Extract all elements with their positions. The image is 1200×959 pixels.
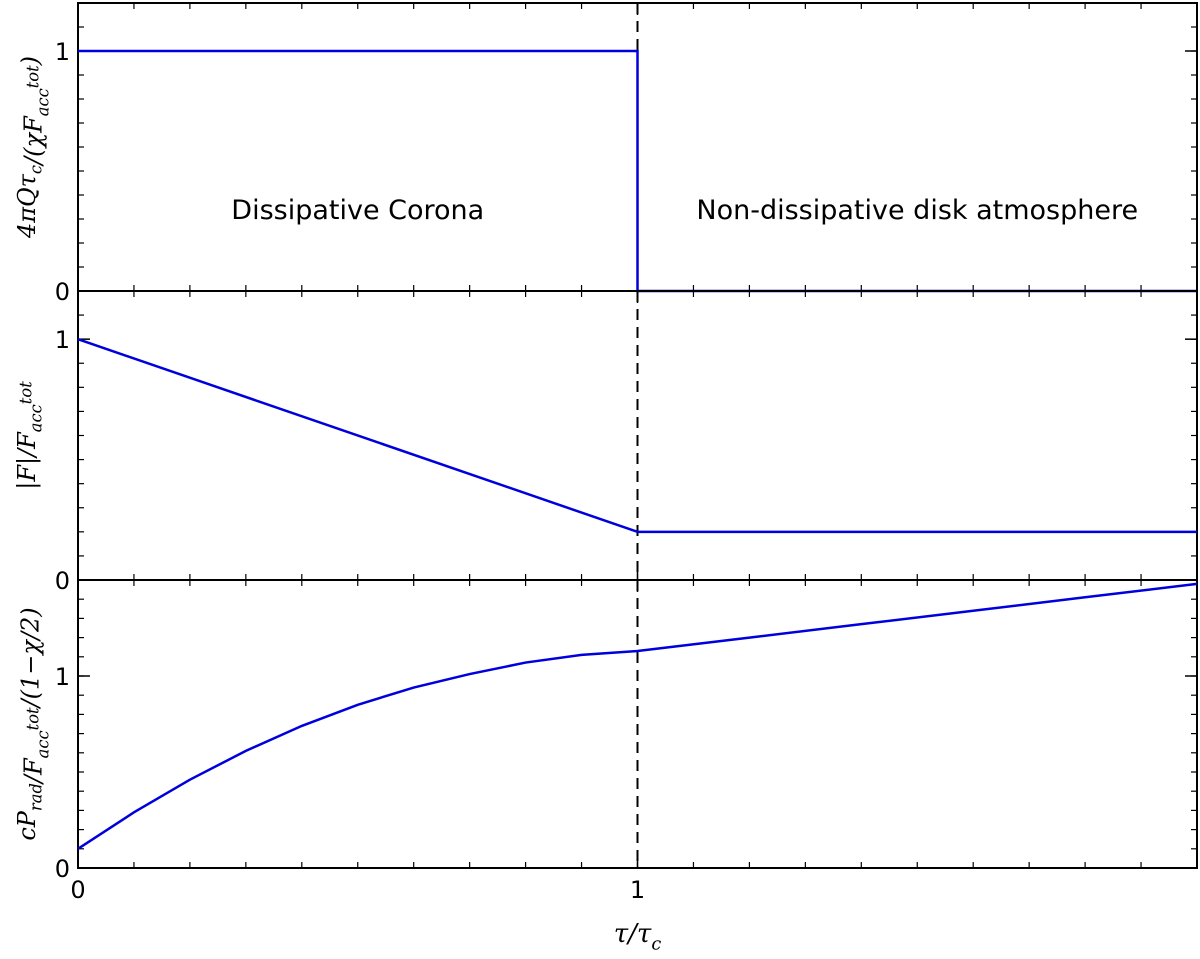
x-tick-label: 1 <box>630 876 645 904</box>
y-tick-label: 0 <box>55 855 70 883</box>
y-tick-label: 1 <box>55 326 70 354</box>
series-line-dissipation <box>78 49 1197 293</box>
series-line-pressure <box>77 582 1198 850</box>
y-axis-label-pressure: cPrad/Facctot/(1−χ/2) <box>13 607 52 840</box>
y-tick-label: 0 <box>55 567 70 595</box>
annotation-text: Dissipative Corona <box>231 195 484 226</box>
y-tick-label: 1 <box>55 38 70 66</box>
series-line-flux <box>77 337 1197 534</box>
y-tick-label: 0 <box>55 278 70 306</box>
annotation-text: Non-dissipative disk atmosphere <box>696 195 1138 226</box>
y-axis-label-flux: |F|/Facctot <box>13 381 46 490</box>
y-axis-label-dissipation: 4πQτc/(χFacctot) <box>13 56 52 239</box>
x-axis-label: τ/τc <box>614 919 662 954</box>
x-tick-label: 0 <box>70 876 85 904</box>
y-tick-label: 1 <box>55 663 70 691</box>
